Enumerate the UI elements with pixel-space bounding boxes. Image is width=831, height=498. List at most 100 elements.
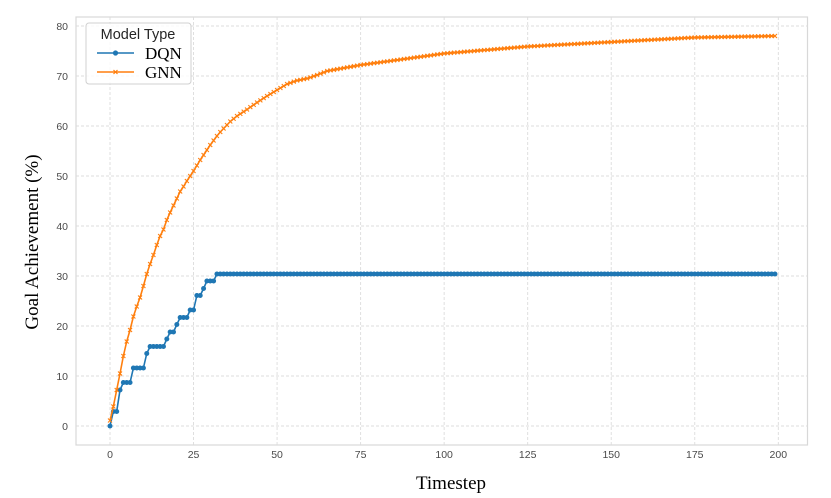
data-point: [291, 79, 297, 85]
legend-title: Model Type: [101, 27, 176, 43]
data-point: [284, 81, 290, 87]
plot-frame: [75, 16, 809, 446]
x-tick-label: 200: [770, 449, 788, 461]
x-tick-label: 0: [107, 449, 113, 461]
data-point: [174, 322, 180, 327]
data-point: [184, 178, 190, 184]
y-tick-labels: 0 10 20 30 40 50 60 70 80: [56, 21, 68, 433]
x-tick-label: 150: [602, 449, 620, 461]
data-point: [261, 95, 267, 101]
data-point: [127, 327, 133, 333]
data-point: [194, 163, 200, 168]
data-point: [207, 142, 213, 148]
data-point: [160, 344, 166, 349]
dqn-marker-icon: [112, 50, 119, 56]
x-gridlines: [109, 17, 779, 445]
data-point: [114, 409, 120, 414]
legend-box: [85, 22, 192, 85]
data-point: [288, 80, 293, 86]
data-point: [772, 33, 778, 39]
data-point: [117, 371, 123, 376]
data-point: [237, 111, 243, 117]
data-point: [304, 76, 310, 81]
data-point: [177, 189, 183, 194]
data-point: [772, 271, 778, 277]
data-point: [127, 380, 133, 385]
data-point: [107, 418, 113, 423]
data-point: [254, 100, 260, 105]
data-point: [201, 286, 207, 291]
data-point: [234, 113, 240, 119]
data-point: [311, 73, 317, 79]
y-tick-label: 60: [56, 121, 68, 133]
x-tick-labels: 0 25 50 75 100 125 150 175 200: [107, 449, 787, 461]
data-point: [184, 315, 190, 320]
data-point: [214, 133, 220, 139]
gnn-marker-icon: [113, 69, 118, 75]
y-tick-label: 10: [56, 371, 68, 383]
x-tick-label: 25: [188, 449, 200, 461]
data-point: [294, 78, 300, 83]
x-axis-title: Timestep: [416, 473, 486, 494]
data-point: [171, 203, 176, 208]
series-gnn: [107, 33, 778, 423]
data-point: [124, 339, 130, 344]
data-point: [107, 423, 113, 429]
data-point: [141, 283, 146, 289]
data-point: [131, 314, 136, 319]
data-point: [264, 93, 270, 99]
x-tick-label: 75: [355, 449, 367, 461]
data-point: [181, 184, 186, 189]
data-point: [110, 404, 116, 409]
data-point: [191, 307, 197, 313]
y-axis-title: Goal Achievement (%): [22, 154, 43, 329]
data-point: [197, 157, 203, 163]
data-point: [191, 168, 196, 174]
data-point: [321, 69, 327, 75]
data-point: [278, 85, 283, 91]
data-point: [268, 91, 273, 97]
data-point: [170, 329, 176, 335]
data-point: [114, 387, 120, 393]
data-point: [217, 129, 223, 135]
x-tick-label: 175: [686, 449, 704, 461]
y-tick-label: 70: [56, 71, 68, 83]
data-point: [211, 278, 217, 284]
data-point: [314, 72, 320, 78]
data-point: [147, 261, 153, 267]
data-point: [140, 365, 146, 371]
x-tick-label: 125: [519, 449, 537, 461]
data-point: [174, 196, 180, 201]
data-point: [308, 74, 313, 80]
data-point: [167, 210, 173, 215]
data-point: [161, 227, 166, 232]
data-point: [318, 71, 323, 77]
legend: Model Type DQN GNN: [85, 22, 192, 85]
data-point: [281, 83, 287, 89]
data-point: [154, 242, 160, 248]
data-point: [224, 122, 230, 128]
data-point: [144, 351, 150, 356]
data-point: [301, 76, 307, 82]
data-point: [274, 87, 280, 93]
data-point: [144, 271, 150, 277]
legend-entry-gnn: GNN: [97, 63, 182, 82]
data-point: [120, 353, 126, 359]
data-point: [157, 233, 163, 239]
data-point: [164, 217, 170, 223]
data-point: [271, 89, 277, 95]
data-point: [221, 126, 226, 131]
data-point: [164, 336, 170, 342]
data-point: [134, 304, 140, 309]
data-point: [247, 104, 253, 110]
x-tick-label: 100: [435, 449, 453, 461]
y-tick-label: 30: [56, 271, 68, 283]
data-point: [251, 102, 257, 108]
data-point: [241, 109, 247, 115]
legend-label-gnn: GNN: [145, 63, 182, 82]
data-point: [204, 147, 210, 153]
y-tick-label: 50: [56, 171, 68, 183]
data-point: [197, 293, 203, 298]
series-dqn: [107, 271, 778, 429]
y-tick-label: 40: [56, 221, 68, 233]
